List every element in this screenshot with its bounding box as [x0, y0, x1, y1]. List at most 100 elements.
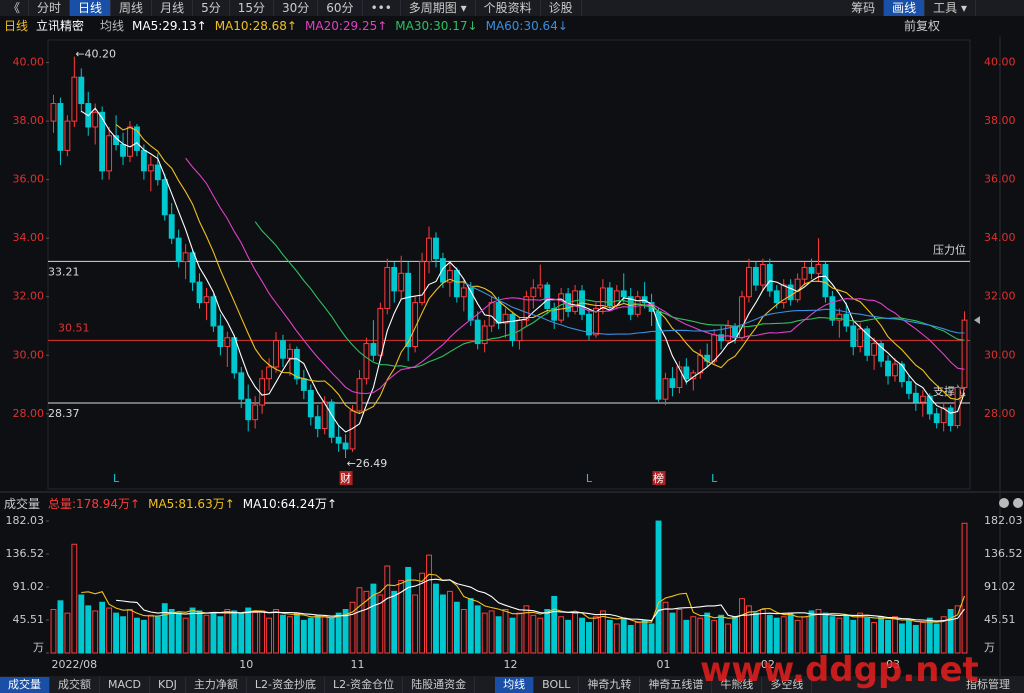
level-label: 33.21	[48, 265, 80, 278]
volume-bar	[168, 609, 175, 654]
event-box	[339, 471, 353, 485]
y-tick-label-right: 32.00	[984, 290, 1016, 303]
candle-body	[99, 111, 106, 172]
settings-icon[interactable]	[1013, 498, 1023, 508]
overlay-tab[interactable]: 神奇五线谱	[640, 676, 713, 693]
overlay-tab[interactable]: BOLL	[534, 676, 580, 693]
overlay-tab[interactable]: 神奇九转	[579, 676, 641, 693]
toolbar-tab[interactable]: 个股资料	[476, 0, 541, 16]
volume-bar	[606, 619, 613, 654]
volume-bar	[85, 605, 92, 654]
candle-body	[474, 319, 481, 345]
volume-bar	[843, 614, 850, 654]
volume-bar	[898, 623, 905, 654]
toolbar-tab[interactable]: •••	[363, 0, 401, 16]
indicator-tab[interactable]: 成交额	[50, 676, 100, 693]
ma-label: MA5:29.13↑	[132, 19, 207, 33]
overlay-tab[interactable]: 均线	[495, 676, 535, 693]
volume-bar	[502, 609, 509, 654]
candle-body	[217, 325, 224, 347]
y-tick-label-right: 40.00	[984, 56, 1016, 69]
candle-body	[293, 348, 300, 380]
volume-bar	[829, 616, 836, 654]
x-tick-label: 02	[761, 658, 775, 671]
candle-body	[871, 343, 878, 356]
candle-body	[328, 401, 335, 438]
volume-bar	[704, 612, 711, 654]
indicator-tab[interactable]: 成交量	[0, 676, 50, 693]
candle-body	[106, 135, 113, 172]
extreme-label: ←40.20	[75, 48, 116, 61]
volume-bar	[871, 622, 878, 654]
close-icon[interactable]	[999, 498, 1009, 508]
volume-bar	[307, 617, 314, 654]
volume-bar	[453, 601, 460, 654]
volume-bar	[926, 617, 933, 654]
indicator-manage[interactable]: 指标管理	[966, 677, 1010, 691]
candle-body	[370, 343, 377, 356]
candle-body	[252, 404, 259, 421]
volume-bar	[349, 601, 356, 654]
candle-body	[314, 416, 321, 429]
indicator-tab[interactable]: L2-资金仓位	[325, 676, 404, 693]
volume-bar	[405, 566, 412, 654]
toolbar-tab[interactable]: 日线	[70, 0, 112, 16]
y-tick-label: 34.00	[13, 231, 45, 244]
candle-body	[739, 296, 745, 339]
volume-bar	[147, 614, 154, 654]
volume-bar	[245, 607, 252, 654]
candle-body	[620, 290, 627, 298]
volume-bar	[370, 583, 377, 654]
indicator-tab[interactable]: KDJ	[150, 676, 186, 693]
toolbar-tab[interactable]: 诊股	[541, 0, 582, 16]
toolbar-tab[interactable]: 工具 ▾	[925, 0, 976, 16]
info-row: 日线 立讯精密 均线 MA5:29.13↑ MA10:28.68↑ MA20:29.…	[0, 17, 940, 35]
adjust[interactable]: 前复权	[904, 19, 941, 33]
toolbar-tab[interactable]: 多周期图 ▾	[401, 0, 476, 16]
vol-tick-label-right: 182.03	[984, 514, 1023, 527]
indicator-tab[interactable]: L2-资金抄底	[247, 676, 326, 693]
toolbar-tab[interactable]: 60分	[318, 0, 363, 16]
vol-tick-label: 45.51	[13, 613, 45, 626]
toolbar-tab[interactable]: 15分	[230, 0, 274, 16]
toolbar-tab[interactable]: 周线	[111, 0, 153, 16]
toolbar-tab[interactable]: 30分	[274, 0, 319, 16]
overlay-tabs: 均线 BOLL 神奇九转 神奇五线谱 牛熊线 多空线	[495, 676, 813, 693]
volume-bar	[78, 594, 85, 654]
volume-bar	[961, 522, 968, 654]
candle-body	[787, 284, 794, 301]
level-label: 30.51	[58, 321, 90, 334]
indicator-tab[interactable]: 主力净额	[186, 676, 247, 693]
indicator-tab[interactable]: MACD	[100, 676, 150, 693]
toolbar-tab[interactable]: 分时	[29, 0, 71, 16]
indicator-tab[interactable]: 陆股通资金	[403, 676, 476, 693]
volume-bar	[71, 543, 78, 654]
toolbar-tab[interactable]: 月线	[152, 0, 194, 16]
overlay-tab[interactable]: 多空线	[762, 676, 813, 693]
candle-body	[773, 290, 780, 304]
overlay-tab[interactable]: 牛熊线	[712, 676, 763, 693]
volume-bar	[120, 616, 126, 654]
y-tick-label-right: 28.00	[984, 407, 1016, 420]
volume-bar	[669, 612, 676, 654]
candle-body	[286, 348, 293, 359]
toolbar-tab[interactable]: 画线	[884, 0, 926, 16]
volume-bar	[488, 610, 495, 654]
volume-bar	[648, 623, 655, 654]
volume-bar	[391, 590, 398, 654]
volume-bar	[933, 623, 940, 654]
volume-label: MA5:81.63万↑	[148, 497, 235, 511]
toolbar-tab[interactable]: 《	[0, 0, 30, 16]
candle-body	[460, 287, 467, 298]
toolbar-tab[interactable]: 5分	[193, 0, 230, 16]
candle-body	[926, 395, 933, 415]
candle-body	[363, 343, 370, 380]
toolbar-tab[interactable]: 筹码	[843, 0, 885, 16]
volume-bar	[954, 605, 961, 654]
candle-body	[189, 252, 196, 283]
candle-body	[127, 126, 133, 157]
volume-bar	[732, 616, 738, 654]
ma-label: MA30:30.17↓	[395, 19, 478, 33]
volume-bar	[342, 609, 349, 654]
candle-body	[92, 111, 99, 128]
